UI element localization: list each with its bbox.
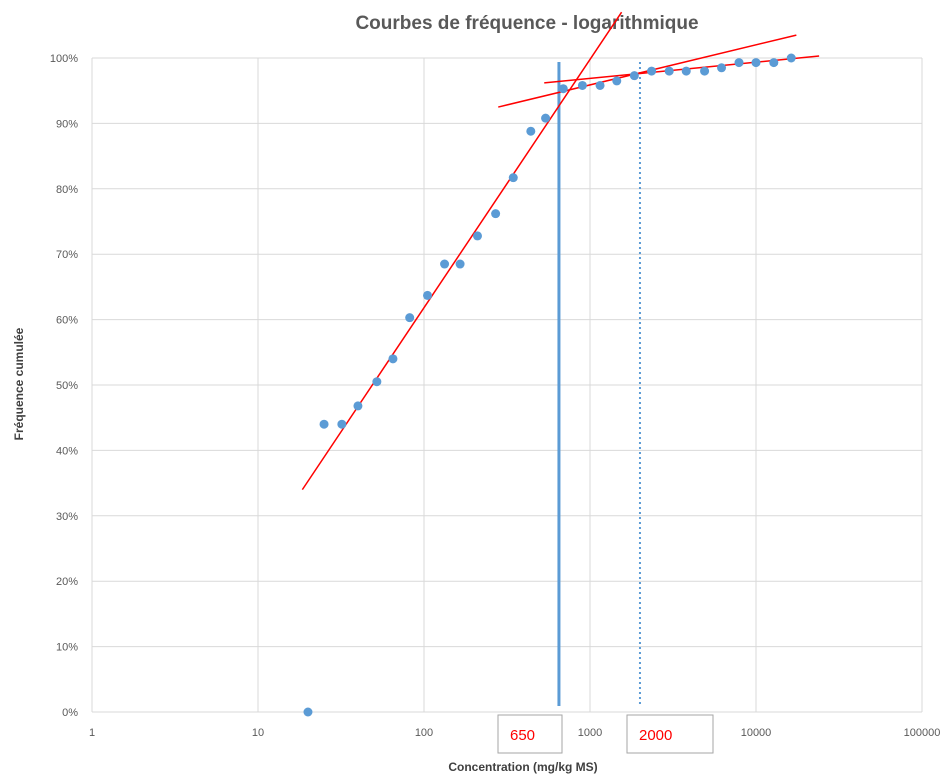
x-tick-label: 100000 — [904, 727, 941, 739]
data-point — [526, 126, 536, 136]
data-point — [440, 259, 450, 269]
y-tick-label: 50% — [56, 380, 78, 392]
data-point — [786, 53, 796, 63]
data-point — [303, 707, 313, 717]
y-tick-label: 20% — [56, 576, 78, 588]
data-point — [664, 66, 674, 76]
data-point — [455, 259, 465, 269]
y-tick-label: 60% — [56, 315, 78, 327]
data-point — [595, 80, 605, 90]
callout-label: 650 — [510, 727, 535, 744]
data-points — [303, 53, 796, 717]
y-tick-label: 70% — [56, 249, 78, 261]
trend-line-1 — [301, 11, 623, 491]
data-point — [647, 66, 657, 76]
data-point — [405, 313, 415, 323]
threshold-callouts: 650 2000 — [497, 714, 714, 754]
data-point — [372, 377, 382, 387]
data-point — [337, 419, 347, 429]
data-point — [319, 419, 329, 429]
y-tick-label: 0% — [62, 707, 78, 719]
x-tick-label: 10 — [252, 727, 264, 739]
y-tick-label: 10% — [56, 642, 78, 654]
data-point — [612, 76, 622, 86]
grid-lines — [91, 57, 923, 713]
data-point — [472, 231, 482, 241]
data-point — [491, 209, 501, 219]
data-point — [508, 173, 518, 183]
y-tick-label: 100% — [50, 53, 78, 65]
data-point — [423, 290, 433, 300]
data-point — [388, 354, 398, 364]
x-tick-label: 1000 — [578, 727, 602, 739]
data-point — [751, 58, 761, 68]
x-axis-title: Concentration (mg/kg MS) — [448, 760, 597, 774]
y-tick-labels: 0% 10% 20% 30% 40% 50% 60% 70% 80% 90% 100% — [50, 53, 78, 719]
callout-2000: 2000 — [626, 714, 714, 754]
trend-lines — [301, 11, 820, 491]
x-tick-label: 100 — [415, 727, 433, 739]
y-axis-title: Fréquence cumulée — [12, 327, 26, 440]
data-point — [558, 84, 568, 94]
y-tick-label: 80% — [56, 184, 78, 196]
data-point — [629, 71, 639, 81]
callout-label: 2000 — [639, 727, 672, 744]
y-tick-label: 30% — [56, 511, 78, 523]
data-point — [717, 63, 727, 73]
data-point — [700, 66, 710, 76]
data-point — [734, 58, 744, 68]
x-tick-label: 10000 — [741, 727, 772, 739]
data-point — [541, 113, 551, 123]
y-tick-label: 40% — [56, 445, 78, 457]
chart-title: Courbes de fréquence - logarithmique — [355, 13, 698, 34]
data-point — [681, 66, 691, 76]
data-point — [769, 58, 779, 68]
callout-box — [497, 714, 563, 754]
callout-box — [626, 714, 714, 754]
threshold-markers — [557, 62, 641, 706]
y-tick-label: 90% — [56, 118, 78, 130]
x-tick-label: 1 — [89, 727, 95, 739]
trend-line-3 — [544, 55, 820, 84]
data-point — [577, 80, 587, 90]
data-point — [353, 401, 363, 411]
callout-650: 650 — [497, 714, 563, 754]
x-tick-labels: 1 10 100 1000 10000 100000 — [89, 727, 940, 739]
